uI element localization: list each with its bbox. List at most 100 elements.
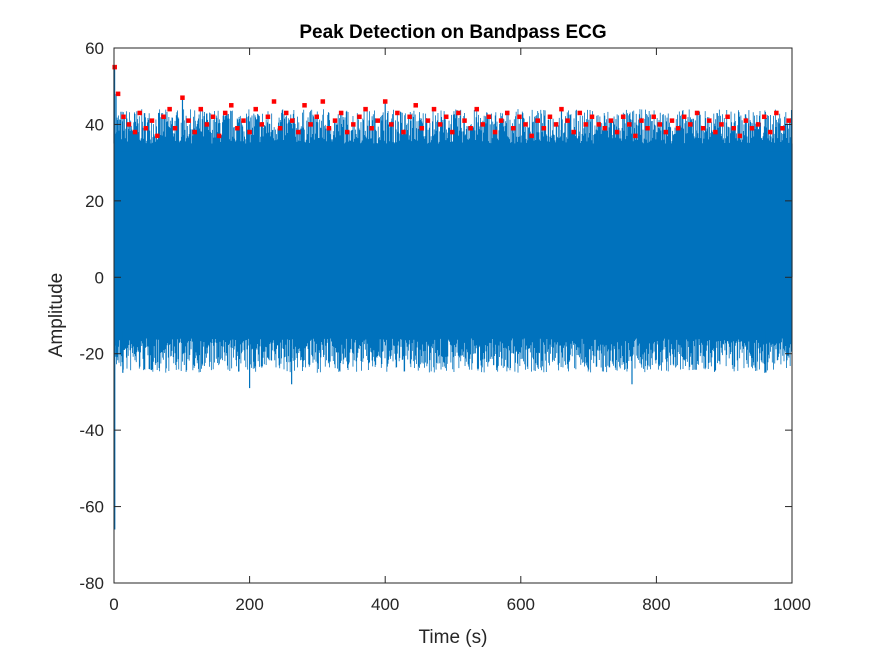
peak-marker (731, 126, 736, 131)
peak-marker (149, 118, 155, 123)
x-tick-label: 1000 (773, 595, 811, 614)
peak-marker (547, 114, 553, 120)
peak-marker (437, 122, 443, 127)
peak-marker (681, 114, 687, 120)
peak-marker (186, 118, 191, 123)
peak-marker (247, 129, 252, 135)
peak-marker (553, 122, 559, 127)
peak-marker (308, 122, 313, 127)
peak-marker (326, 126, 332, 131)
peak-marker (786, 118, 791, 123)
peak-marker (302, 103, 307, 108)
peak-marker (216, 133, 222, 139)
peak-marker (290, 118, 295, 123)
peak-marker (480, 122, 486, 127)
y-tick-label: 20 (85, 192, 104, 211)
series-layer (113, 67, 793, 530)
x-tick-label: 400 (371, 595, 399, 614)
peak-marker (375, 118, 380, 123)
y-tick-label: -20 (79, 345, 104, 364)
peak-marker (780, 126, 785, 131)
peak-marker (633, 133, 638, 139)
y-tick-label: -40 (79, 421, 104, 440)
y-axis-title: Amplitude (46, 273, 67, 358)
peak-marker (425, 118, 431, 123)
peak-marker (583, 122, 589, 127)
peak-marker (755, 122, 761, 127)
peak-marker (167, 106, 172, 112)
peak-marker (774, 110, 779, 116)
peak-marker (713, 129, 718, 135)
peak-marker (155, 133, 160, 139)
peak-marker (314, 114, 319, 120)
peak-marker (283, 110, 289, 116)
plot-frame (113, 47, 793, 584)
peak-marker (338, 110, 344, 116)
peak-marker (389, 122, 394, 127)
peak-marker (462, 118, 467, 123)
peak-marker (271, 99, 277, 104)
x-axis: 0 200 400 600 800 1000 (109, 48, 811, 614)
peak-marker (259, 122, 265, 127)
peak-marker (235, 126, 240, 131)
peak-marker (737, 133, 743, 139)
y-tick-label: 0 (95, 268, 104, 287)
peak-marker (132, 129, 138, 135)
peak-marker (344, 129, 350, 135)
peak-marker (115, 91, 121, 97)
peak-marker (602, 126, 608, 131)
peak-marker (265, 114, 271, 120)
peak-marker (535, 118, 540, 123)
chart-title: Peak Detection on Bandpass ECG (299, 22, 606, 43)
peak-marker (204, 122, 210, 127)
peak-marker (645, 126, 650, 131)
peak-marker (620, 114, 626, 120)
peak-marker (161, 114, 166, 120)
peak-marker (675, 126, 681, 131)
peaks-layer (112, 64, 791, 139)
peak-marker (651, 114, 656, 120)
peak-marker (669, 118, 675, 123)
peak-marker (486, 114, 492, 120)
peak-marker (541, 126, 547, 131)
y-tick-label: -80 (79, 574, 104, 593)
peak-marker (143, 126, 149, 131)
peak-marker (363, 106, 368, 112)
peak-marker (596, 122, 602, 127)
peak-marker (296, 129, 301, 135)
peak-marker (529, 133, 534, 139)
peak-marker (523, 122, 528, 127)
peak-marker (450, 129, 455, 135)
peak-marker (407, 114, 412, 120)
peak-marker (657, 122, 663, 127)
peak-marker (694, 110, 700, 116)
peak-marker (241, 118, 246, 123)
peak-marker (663, 129, 669, 135)
peak-marker (456, 110, 461, 116)
x-tick-label: 600 (507, 595, 535, 614)
peak-marker (137, 110, 143, 116)
peak-marker (401, 129, 406, 135)
peak-marker (577, 110, 583, 116)
ecg-dense-band (114, 143, 792, 331)
peak-marker (511, 126, 516, 131)
y-tick-label: 40 (85, 115, 104, 134)
peak-marker (614, 129, 620, 135)
peak-marker (431, 106, 437, 112)
peak-marker (700, 126, 706, 131)
peak-marker (517, 114, 522, 120)
peak-marker (559, 106, 564, 112)
peak-marker (229, 103, 234, 108)
x-axis-title: Time (s) (419, 627, 488, 648)
peak-marker (474, 106, 479, 112)
x-tick-label: 800 (642, 595, 670, 614)
x-tick-label: 200 (235, 595, 263, 614)
y-tick-label: -60 (79, 498, 104, 517)
y-axis: 60 40 20 0 -20 -40 -60 -80 (79, 39, 792, 593)
peak-marker (198, 106, 204, 112)
x-tick-label: 0 (109, 595, 118, 614)
peak-marker (180, 95, 185, 100)
peak-marker (768, 129, 773, 135)
peak-marker (589, 114, 595, 120)
